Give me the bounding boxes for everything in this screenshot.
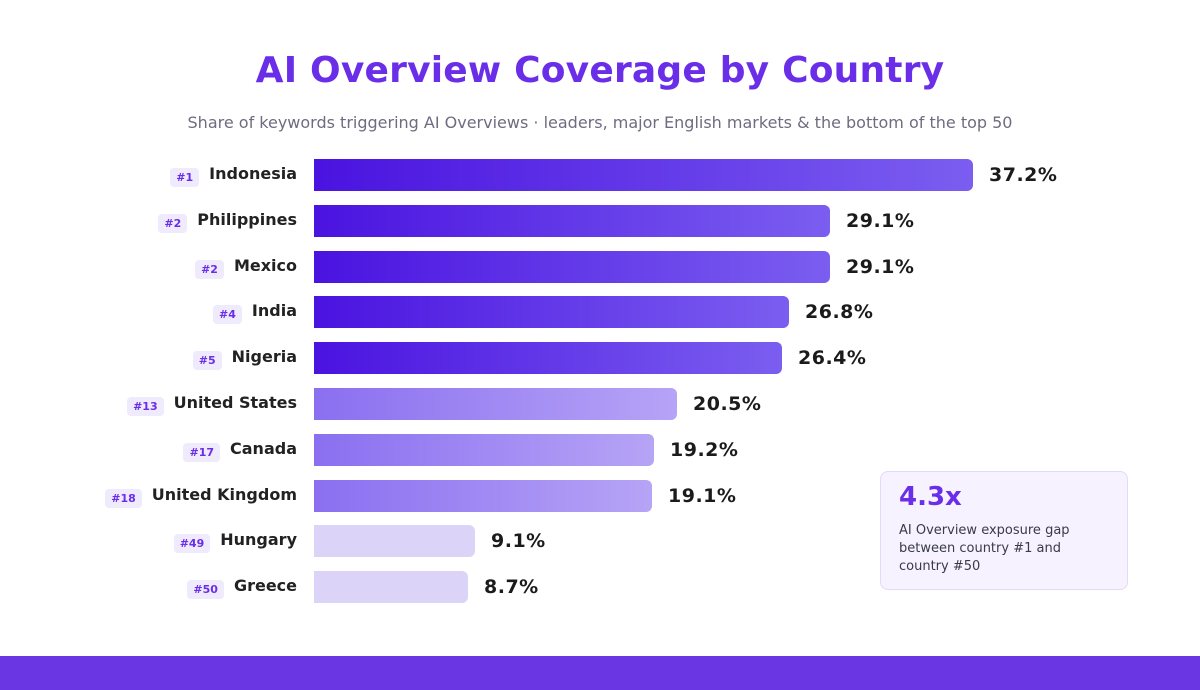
rank-badge: #50 <box>187 579 224 599</box>
gap-callout-value: 4.3x <box>899 482 962 512</box>
category-label: India <box>251 301 297 320</box>
chart-title: AI Overview Coverage by Country <box>255 50 945 91</box>
bar <box>314 342 782 374</box>
bar <box>314 205 830 237</box>
chart-subtitle: Share of keywords triggering AI Overview… <box>187 113 1013 132</box>
data-label: 29.1% <box>846 256 915 278</box>
bar <box>314 159 973 191</box>
gap-callout-text: AI Overview exposure gap between country… <box>899 523 1070 574</box>
bar <box>314 571 468 603</box>
data-label: 19.2% <box>670 439 739 461</box>
row-label: #17 Canada <box>0 434 297 466</box>
category-label: Nigeria <box>231 347 297 366</box>
row-label: #4 India <box>0 296 297 328</box>
row-label: #13 United States <box>0 388 297 420</box>
rank-badge: #49 <box>173 533 211 553</box>
rank-badge: #2 <box>195 259 224 279</box>
bar <box>314 480 652 512</box>
bar <box>314 525 475 557</box>
category-label: United States <box>173 393 297 412</box>
data-label: 9.1% <box>491 530 546 552</box>
category-label: Canada <box>230 439 297 458</box>
bar <box>314 296 789 328</box>
data-label: 20.5% <box>693 393 762 415</box>
rank-badge: #5 <box>192 350 222 370</box>
data-label: 8.7% <box>484 576 539 598</box>
row-label: #49 Hungary <box>0 525 297 557</box>
rank-badge: #13 <box>127 396 164 416</box>
bar <box>314 251 830 283</box>
bar <box>314 388 677 420</box>
data-label: 19.1% <box>668 485 737 507</box>
rank-badge: #2 <box>158 213 188 233</box>
category-label: Indonesia <box>209 164 297 183</box>
category-label: Hungary <box>220 530 297 549</box>
row-label: #50 Greece <box>0 571 297 603</box>
rank-badge: #18 <box>105 488 142 508</box>
rank-badge: #4 <box>213 304 242 324</box>
row-label: #2 Philippines <box>0 205 297 237</box>
data-label: 26.8% <box>805 301 874 323</box>
category-label: United Kingdom <box>151 485 297 504</box>
category-label: Philippines <box>197 210 297 229</box>
rank-badge: #1 <box>170 167 200 187</box>
gap-callout-card: 4.3x AI Overview exposure gap between co… <box>880 471 1128 590</box>
category-label: Mexico <box>233 256 297 275</box>
row-label: #2 Mexico <box>0 251 297 283</box>
row-label: #1 Indonesia <box>0 159 297 191</box>
footer-band <box>0 656 1200 690</box>
category-label: Greece <box>233 576 297 595</box>
data-label: 26.4% <box>798 347 867 369</box>
row-label: #18 United Kingdom <box>0 480 297 512</box>
data-label: 37.2% <box>989 164 1058 186</box>
bar <box>314 434 654 466</box>
rank-badge: #17 <box>183 442 221 462</box>
data-label: 29.1% <box>846 210 915 232</box>
row-label: #5 Nigeria <box>0 342 297 374</box>
